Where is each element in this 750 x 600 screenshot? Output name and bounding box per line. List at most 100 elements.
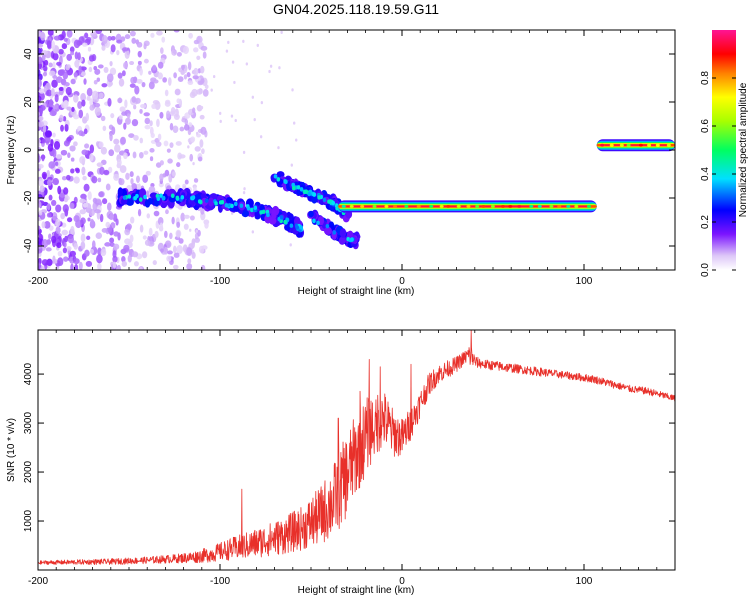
noise-blob <box>151 103 157 109</box>
noise-blob <box>51 212 58 221</box>
track-core <box>122 195 127 200</box>
noise-blob <box>113 138 120 145</box>
noise-blob <box>66 106 72 111</box>
noise-blob <box>164 230 168 239</box>
noise-blob <box>81 99 86 107</box>
noise-blob <box>98 141 104 148</box>
noise-blob <box>188 122 193 128</box>
noise-blob <box>141 81 146 88</box>
noise-blob <box>99 213 104 223</box>
noise-blob <box>58 86 64 91</box>
noise-blob <box>131 118 139 127</box>
noise-blob <box>117 72 123 79</box>
noise-blob <box>46 212 52 218</box>
noise-blob <box>143 58 149 64</box>
snr-ytick-label: 4000 <box>23 363 34 386</box>
noise-blob <box>50 87 55 97</box>
noise-blob <box>108 81 113 86</box>
noise-blob <box>39 185 45 193</box>
snr-ytick-label: 2000 <box>23 460 34 483</box>
noise-blob <box>119 165 127 174</box>
noise-blob <box>51 40 56 50</box>
noise-blob <box>130 178 134 185</box>
noise-blob <box>51 79 58 88</box>
noise-blob <box>52 52 59 61</box>
noise-blob <box>63 187 69 195</box>
snr-xlabel: Height of straight line (km) <box>298 585 415 596</box>
noise-blob <box>111 126 116 135</box>
noise-blob <box>38 237 42 246</box>
noise-blob <box>159 160 164 166</box>
noise-blob <box>242 150 246 154</box>
noise-blob <box>82 175 87 181</box>
noise-blob <box>137 50 142 58</box>
track-blob <box>147 197 154 205</box>
noise-blob <box>169 122 174 131</box>
noise-blob <box>77 52 81 61</box>
noise-blob <box>231 60 235 64</box>
noise-blob <box>105 183 111 191</box>
noise-blob <box>101 35 108 45</box>
noise-blob <box>101 227 108 233</box>
noise-blob <box>71 106 75 112</box>
noise-blob <box>92 90 99 100</box>
noise-blob <box>81 166 86 176</box>
track-core <box>180 195 185 200</box>
noise-blob <box>74 51 79 60</box>
carrier-low <box>338 200 597 213</box>
noise-blob <box>70 168 75 174</box>
carrier-knot <box>619 143 624 147</box>
noise-blob <box>38 231 42 236</box>
noise-blob <box>46 169 50 177</box>
noise-blob <box>172 264 179 270</box>
noise-blob <box>109 132 113 142</box>
noise-blob <box>46 203 51 211</box>
noise-blob <box>253 118 256 122</box>
noise-blob <box>94 68 101 75</box>
noise-blob <box>38 138 41 144</box>
noise-blob <box>80 241 86 250</box>
noise-blob <box>259 135 263 139</box>
track-core <box>283 219 287 225</box>
noise-blob <box>194 146 201 152</box>
track-blob <box>126 199 134 206</box>
noise-blob <box>200 206 205 215</box>
noise-blob <box>225 49 229 53</box>
noise-blob <box>69 145 76 152</box>
noise-blob <box>105 221 111 228</box>
noise-blob <box>38 79 42 88</box>
noise-blob <box>124 34 131 40</box>
carrier-knot <box>626 143 631 147</box>
noise-blob <box>233 80 236 85</box>
track-core <box>316 220 320 226</box>
noise-blob <box>77 101 83 109</box>
noise-blob <box>54 168 61 174</box>
noise-blob <box>38 47 42 56</box>
spectrogram-xtick-label: 0 <box>399 276 405 287</box>
noise-blob <box>131 251 139 258</box>
noise-blob <box>161 36 166 43</box>
noise-blob <box>38 194 43 199</box>
noise-blob <box>120 36 126 42</box>
noise-blob <box>293 121 296 125</box>
noise-blob <box>170 107 176 115</box>
carrier-knot <box>666 143 671 147</box>
noise-blob <box>193 178 199 183</box>
noise-blob <box>87 217 91 222</box>
snr-frame <box>37 329 676 571</box>
noise-blob <box>172 171 176 177</box>
noise-blob <box>277 146 280 150</box>
track-blob <box>117 187 124 198</box>
noise-blob <box>144 117 151 125</box>
carrier-knot <box>360 205 365 208</box>
noise-blob <box>123 61 128 69</box>
noise-blob <box>192 75 199 80</box>
noise-blob <box>136 79 143 84</box>
noise-blob <box>113 243 120 250</box>
noise-blob <box>38 225 41 231</box>
noise-blob <box>126 113 131 119</box>
noise-blob <box>116 264 122 270</box>
noise-blob <box>55 154 63 159</box>
noise-blob <box>41 171 48 180</box>
noise-blob <box>61 229 69 236</box>
